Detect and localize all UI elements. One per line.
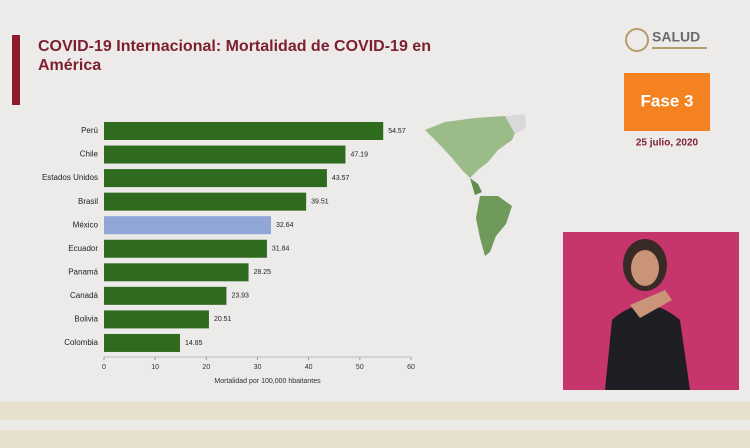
value-label: 28.25 [254,269,272,276]
category-label: Ecuador [68,244,98,253]
accent-bar [12,35,20,105]
phase-badge [624,73,710,131]
bar [104,192,307,211]
category-label: Brasil [78,197,98,206]
logo-text: SALUD [652,29,700,45]
category-label: Bolivia [74,315,98,324]
x-tick-label: 20 [202,364,210,371]
x-tick-label: 10 [151,364,159,371]
category-label: Colombia [64,338,98,347]
x-tick-label: 40 [305,364,313,371]
x-tick-label: 50 [356,364,364,371]
category-label: Perú [81,126,98,135]
bar [104,169,327,188]
x-tick-label: 30 [254,364,262,371]
bar [104,145,346,164]
category-label: Chile [80,150,99,159]
bar [104,216,272,235]
value-label: 54.57 [388,128,406,135]
bar [104,263,249,282]
x-tick-label: 0 [102,364,106,371]
footer-pattern [0,430,750,448]
chart-title: COVID-19 Internacional: Mortalidad de CO… [38,38,431,74]
logo-emblem [625,28,649,52]
value-label: 23.93 [231,293,249,300]
footer-strip [0,402,750,420]
value-label: 31.84 [272,246,290,253]
x-tick-label: 60 [407,364,415,371]
bar [104,286,227,305]
value-label: 14.85 [185,340,203,347]
bar [104,239,267,258]
value-label: 43.57 [332,175,350,182]
category-label: Panamá [68,267,98,276]
category-label: México [73,220,99,229]
category-label: Estados Unidos [42,173,98,182]
value-label: 32.64 [276,222,294,229]
value-label: 39.51 [311,198,329,205]
logo-rule [652,47,707,49]
date: 25 julio, 2020 [636,138,699,149]
bar [104,333,180,352]
map [425,114,526,256]
value-label: 47.19 [350,151,368,158]
phase-text: Fase 3 [641,91,694,110]
bar [104,310,209,329]
x-axis-label: Mortalidad por 100,000 hbaitantes [214,378,321,385]
interpreter-video [563,232,739,390]
category-label: Canadá [70,291,99,300]
value-label: 20.51 [214,316,232,323]
bar [104,122,384,140]
